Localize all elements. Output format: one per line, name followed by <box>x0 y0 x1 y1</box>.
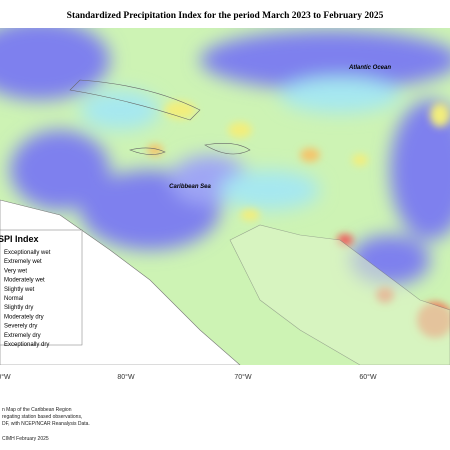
longitude-ticks: 0°W 80°W 70°W 60°W <box>0 373 377 381</box>
legend-item: Very wet <box>4 268 27 274</box>
longitude-label: 70°W <box>234 373 252 381</box>
legend-item: Exceptionally dry <box>4 342 49 348</box>
spi-map <box>0 28 450 365</box>
legend: Exceptionally wet Extremely wet Very wet Mo… <box>4 250 51 348</box>
sea-label: Caribbean Sea <box>169 184 211 190</box>
legend-item: Extremely dry <box>4 333 41 339</box>
legend-item: Severely dry <box>4 324 37 330</box>
longitude-label: 60°W <box>359 373 377 381</box>
legend-item: Normal <box>4 296 23 302</box>
note: CIMH February 2025 <box>2 436 49 442</box>
legend-item: Extremely wet <box>4 259 42 265</box>
longitude-label: 80°W <box>117 373 135 381</box>
ocean-label: Atlantic Ocean <box>348 65 391 71</box>
map-title: Standardized Precipitation Index for the… <box>67 11 384 21</box>
longitude-label: 0°W <box>0 373 11 381</box>
legend-item: Slightly wet <box>4 287 35 293</box>
legend-item: Slightly dry <box>4 305 33 311</box>
note: regating station based observations, <box>2 414 82 420</box>
legend-title: SPI Index <box>0 234 39 244</box>
note: n Map of the Caribbean Region <box>2 407 72 413</box>
legend-item: Moderately wet <box>4 278 45 284</box>
legend-item: Exceptionally wet <box>4 250 51 256</box>
legend-item: Moderately dry <box>4 314 44 320</box>
note: DF, with NCEP/NCAR Reanalysis Data. <box>2 421 90 427</box>
